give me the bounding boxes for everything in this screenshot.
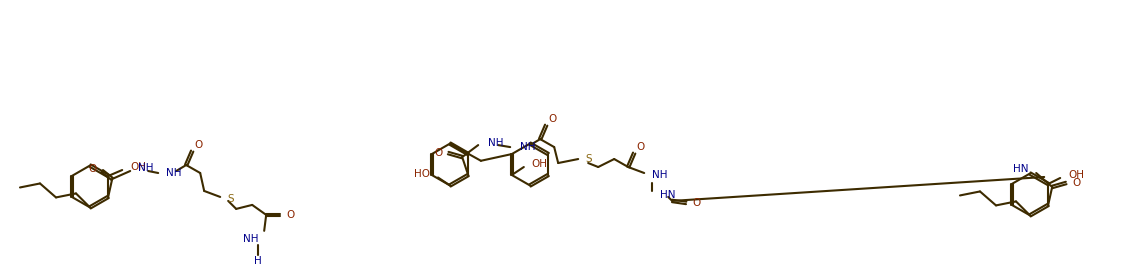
Text: OH: OH	[130, 162, 147, 172]
Text: O: O	[194, 140, 202, 150]
Text: NH: NH	[488, 138, 504, 148]
Text: S: S	[585, 154, 592, 164]
Text: HN: HN	[660, 190, 676, 200]
Text: NH: NH	[139, 163, 153, 173]
Text: O: O	[434, 148, 442, 158]
Text: O: O	[1073, 178, 1081, 188]
Text: O: O	[548, 114, 556, 124]
Text: HO: HO	[414, 170, 430, 179]
Text: O: O	[88, 164, 96, 174]
Text: OH: OH	[531, 159, 548, 169]
Text: NH: NH	[243, 234, 258, 244]
Text: S: S	[227, 194, 233, 204]
Text: H: H	[254, 256, 262, 266]
Text: NH: NH	[652, 170, 668, 180]
Text: O: O	[636, 142, 644, 152]
Text: OH: OH	[1068, 170, 1084, 180]
Text: O: O	[693, 198, 700, 208]
Text: HN: HN	[1013, 164, 1029, 174]
Text: NH: NH	[520, 142, 536, 152]
Text: NH: NH	[166, 168, 182, 178]
Text: O: O	[287, 210, 294, 220]
